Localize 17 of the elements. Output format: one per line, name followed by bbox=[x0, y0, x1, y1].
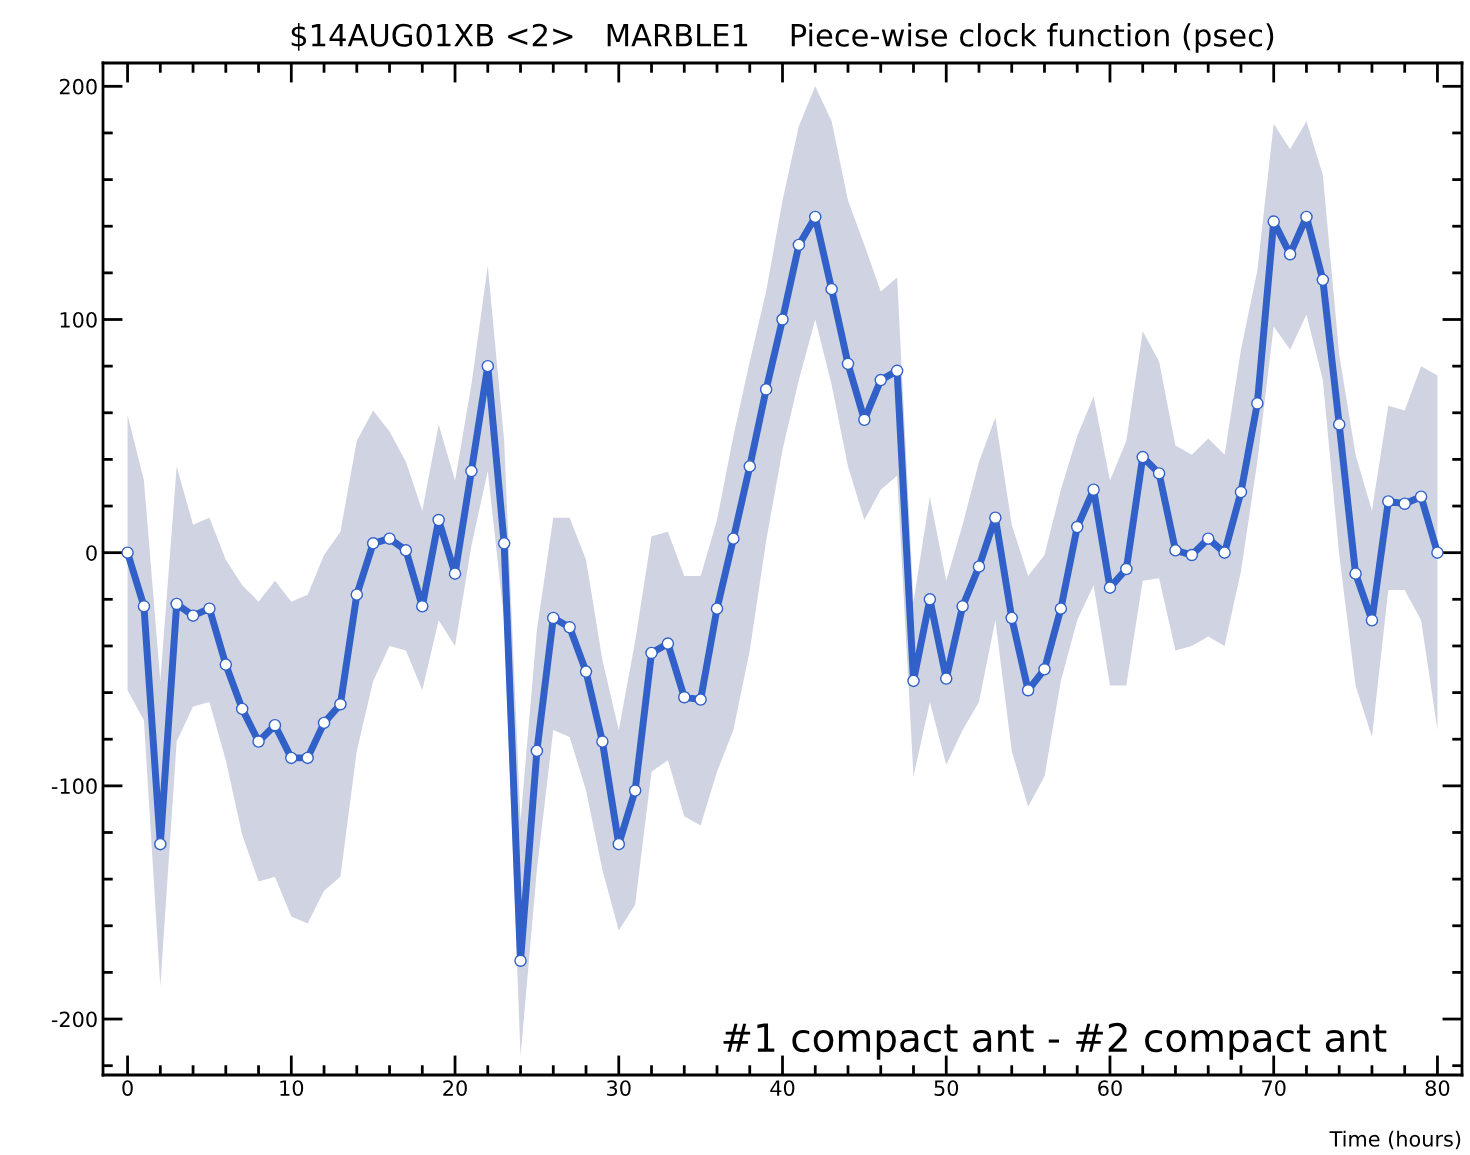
x-tick-label: 40 bbox=[770, 1080, 795, 1096]
x-tick-label: 10 bbox=[280, 1080, 304, 1096]
y-tick-label: -100 bbox=[51, 778, 97, 795]
y-tick-label: -200 bbox=[51, 1011, 97, 1028]
x-tick-label: 0 bbox=[122, 1080, 133, 1096]
x-tick-label: 20 bbox=[443, 1080, 467, 1096]
x-tick-label: 50 bbox=[934, 1080, 959, 1096]
y-tick-label: 200 bbox=[59, 78, 97, 95]
x-tick-label: 70 bbox=[1262, 1080, 1286, 1096]
annotation: #1 compact ant - #2 compact ant bbox=[723, 1022, 1387, 1060]
y-tick-label: 100 bbox=[60, 311, 97, 328]
chart-title: $14AUG01XB <2> MARBLE1 Piece-wise clock function (psec) bbox=[291, 23, 1274, 53]
x-axis-title: Time (hours) bbox=[1329, 1130, 1461, 1150]
x-tick-label: 80 bbox=[1425, 1080, 1450, 1096]
x-tick-label: 60 bbox=[1098, 1080, 1122, 1096]
x-tick-label: 30 bbox=[607, 1080, 631, 1096]
y-tick-label: 0 bbox=[86, 545, 97, 561]
